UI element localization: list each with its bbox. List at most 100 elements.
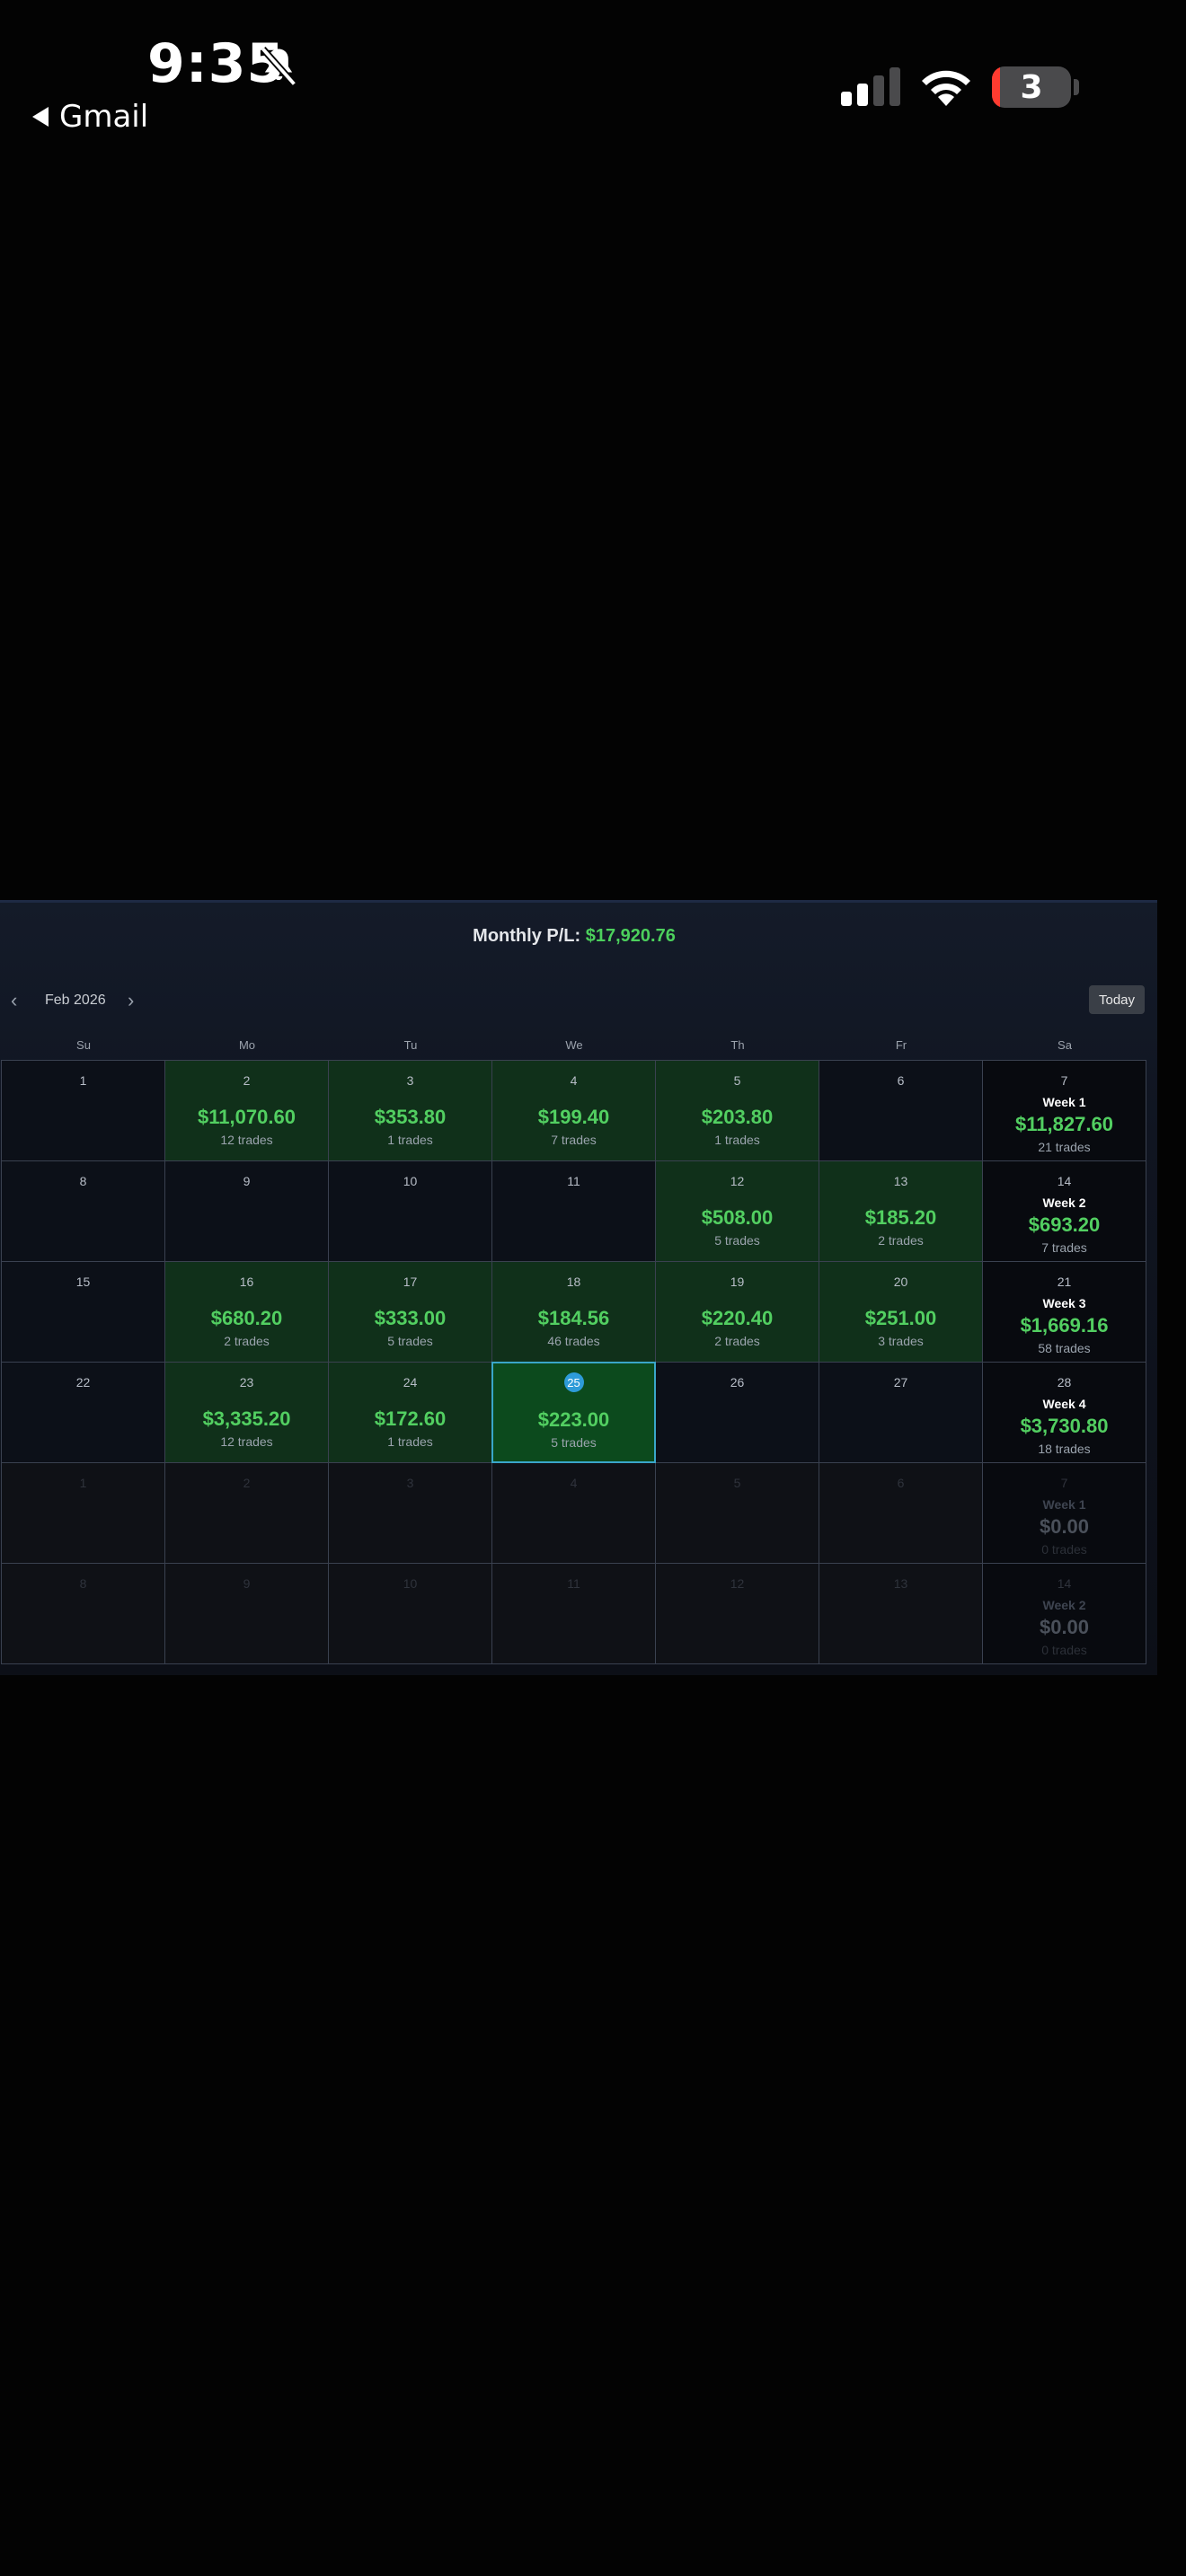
calendar-day[interactable]: 12	[655, 1563, 819, 1664]
day-number: 20	[893, 1275, 908, 1289]
week-trade-count: 18 trades	[1038, 1442, 1091, 1456]
calendar-day[interactable]: 19 $220.40 2 trades	[655, 1261, 819, 1363]
week-label: Week 2	[1042, 1598, 1086, 1612]
calendar-day[interactable]: 24 $172.60 1 trades	[328, 1362, 492, 1463]
week-pl-value: $693.20	[1028, 1213, 1101, 1236]
calendar-day[interactable]: 3 $353.80 1 trades	[328, 1060, 492, 1161]
monthly-pl-value: $17,920.76	[585, 926, 676, 946]
back-to-gmail-link[interactable]: Gmail	[32, 99, 148, 135]
calendar-day[interactable]: 22	[1, 1362, 165, 1463]
week-trade-count: 7 trades	[1041, 1240, 1087, 1255]
week-label: Week 2	[1042, 1195, 1086, 1210]
day-number: 12	[730, 1174, 745, 1188]
calendar-day[interactable]: 13	[819, 1563, 983, 1664]
calendar-day[interactable]: 1	[1, 1060, 165, 1161]
day-trade-count: 7 trades	[551, 1133, 597, 1147]
calendar-day[interactable]: 23 $3,335.20 12 trades	[164, 1362, 329, 1463]
day-number: 13	[893, 1174, 908, 1188]
calendar-day[interactable]: 15	[1, 1261, 165, 1363]
day-number: 5	[733, 1476, 741, 1490]
day-number: 1	[79, 1073, 87, 1088]
calendar-day-today[interactable]: 25 $223.00 5 trades	[491, 1362, 656, 1463]
monthly-pl-label: Monthly P/L:	[473, 926, 581, 946]
week-summary-cell[interactable]: 14 Week 2 $693.20 7 trades	[982, 1160, 1146, 1262]
back-link-label: Gmail	[59, 99, 149, 135]
week-summary-cell[interactable]: 7 Week 1 $0.00 0 trades	[982, 1462, 1146, 1564]
calendar-day[interactable]: 16 $680.20 2 trades	[164, 1261, 329, 1363]
calendar-day[interactable]: 2	[164, 1462, 329, 1564]
wifi-icon	[922, 70, 970, 106]
day-trade-count: 1 trades	[714, 1133, 760, 1147]
calendar-day[interactable]: 10	[328, 1563, 492, 1664]
calendar-day[interactable]: 5 $203.80 1 trades	[655, 1060, 819, 1161]
day-number: 14	[1057, 1576, 1072, 1591]
calendar-day[interactable]: 1	[1, 1462, 165, 1564]
calendar-day[interactable]: 18 $184.56 46 trades	[491, 1261, 656, 1363]
day-trade-count: 1 trades	[387, 1133, 433, 1147]
day-number: 24	[403, 1375, 418, 1389]
day-number: 9	[243, 1576, 251, 1591]
day-trade-count: 46 trades	[547, 1334, 600, 1348]
day-pl-value: $184.56	[537, 1307, 610, 1329]
next-month-chevron-icon[interactable]: ›	[128, 989, 135, 1011]
day-pl-value: $172.60	[374, 1407, 447, 1430]
calendar-day[interactable]: 2 $11,070.60 12 trades	[164, 1060, 329, 1161]
day-trade-count: 1 trades	[387, 1434, 433, 1449]
day-number: 11	[567, 1576, 580, 1591]
calendar-day[interactable]: 13 $185.20 2 trades	[819, 1160, 983, 1262]
calendar-day[interactable]: 3	[328, 1462, 492, 1564]
calendar-day[interactable]: 6	[819, 1060, 983, 1161]
day-number: 5	[733, 1073, 741, 1088]
week-pl-value: $11,827.60	[1015, 1113, 1113, 1135]
calendar-day[interactable]: 10	[328, 1160, 492, 1262]
battery-cap	[1074, 79, 1079, 95]
day-pl-value: $11,070.60	[198, 1106, 296, 1128]
calendar-day[interactable]: 4	[491, 1462, 656, 1564]
calendar-day[interactable]: 11	[491, 1563, 656, 1664]
week-summary-cell[interactable]: 28 Week 4 $3,730.80 18 trades	[982, 1362, 1146, 1463]
calendar-day[interactable]: 20 $251.00 3 trades	[819, 1261, 983, 1363]
calendar-day[interactable]: 6	[819, 1462, 983, 1564]
week-summary-cell[interactable]: 14 Week 2 $0.00 0 trades	[982, 1563, 1146, 1664]
day-trade-count: 12 trades	[220, 1434, 273, 1449]
today-button[interactable]: Today	[1089, 985, 1145, 1014]
calendar-day[interactable]: 9	[164, 1563, 329, 1664]
day-pl-value: $220.40	[701, 1307, 774, 1329]
week-summary-cell[interactable]: 21 Week 3 $1,669.16 58 trades	[982, 1261, 1146, 1363]
calendar-day[interactable]: 12 $508.00 5 trades	[655, 1160, 819, 1262]
day-pl-value: $223.00	[537, 1408, 610, 1431]
calendar-day[interactable]: 26	[655, 1362, 819, 1463]
bell-slash-icon	[260, 46, 297, 87]
day-trade-count: 5 trades	[387, 1334, 433, 1348]
day-trade-count: 2 trades	[224, 1334, 270, 1348]
calendar-day[interactable]: 17 $333.00 5 trades	[328, 1261, 492, 1363]
day-number: 18	[566, 1275, 581, 1289]
day-number: 14	[1057, 1174, 1072, 1188]
day-number: 8	[79, 1174, 87, 1188]
week-pl-value: $1,669.16	[1020, 1314, 1109, 1337]
week-summary-cell[interactable]: 7 Week 1 $11,827.60 21 trades	[982, 1060, 1146, 1161]
calendar-day[interactable]: 9	[164, 1160, 329, 1262]
day-pl-value: $353.80	[374, 1106, 447, 1128]
calendar-day[interactable]: 5	[655, 1462, 819, 1564]
day-number: 11	[567, 1174, 580, 1188]
day-number: 15	[75, 1275, 91, 1289]
status-time: 9:35	[147, 32, 286, 95]
calendar-day[interactable]: 27	[819, 1362, 983, 1463]
weekday-header: Sa	[1058, 1037, 1072, 1052]
prev-month-chevron-icon[interactable]: ‹	[11, 989, 18, 1011]
day-number: 7	[1060, 1073, 1068, 1088]
calendar-day[interactable]: 8	[1, 1160, 165, 1262]
calendar-day[interactable]: 8	[1, 1563, 165, 1664]
weekday-header: Tu	[403, 1037, 418, 1052]
weekday-header: We	[565, 1037, 583, 1052]
calendar-day[interactable]: 11	[491, 1160, 656, 1262]
pl-calendar-panel: Monthly P/L: $17,920.76 ‹ Feb 2026 › Tod…	[0, 900, 1157, 1675]
calendar-day[interactable]: 4 $199.40 7 trades	[491, 1060, 656, 1161]
day-number: 4	[570, 1073, 578, 1088]
cellular-signal-icon	[841, 67, 900, 106]
week-pl-value: $0.00	[1039, 1616, 1090, 1638]
day-trade-count: 5 trades	[551, 1435, 597, 1450]
day-pl-value: $333.00	[374, 1307, 447, 1329]
day-number: 21	[1057, 1275, 1072, 1289]
